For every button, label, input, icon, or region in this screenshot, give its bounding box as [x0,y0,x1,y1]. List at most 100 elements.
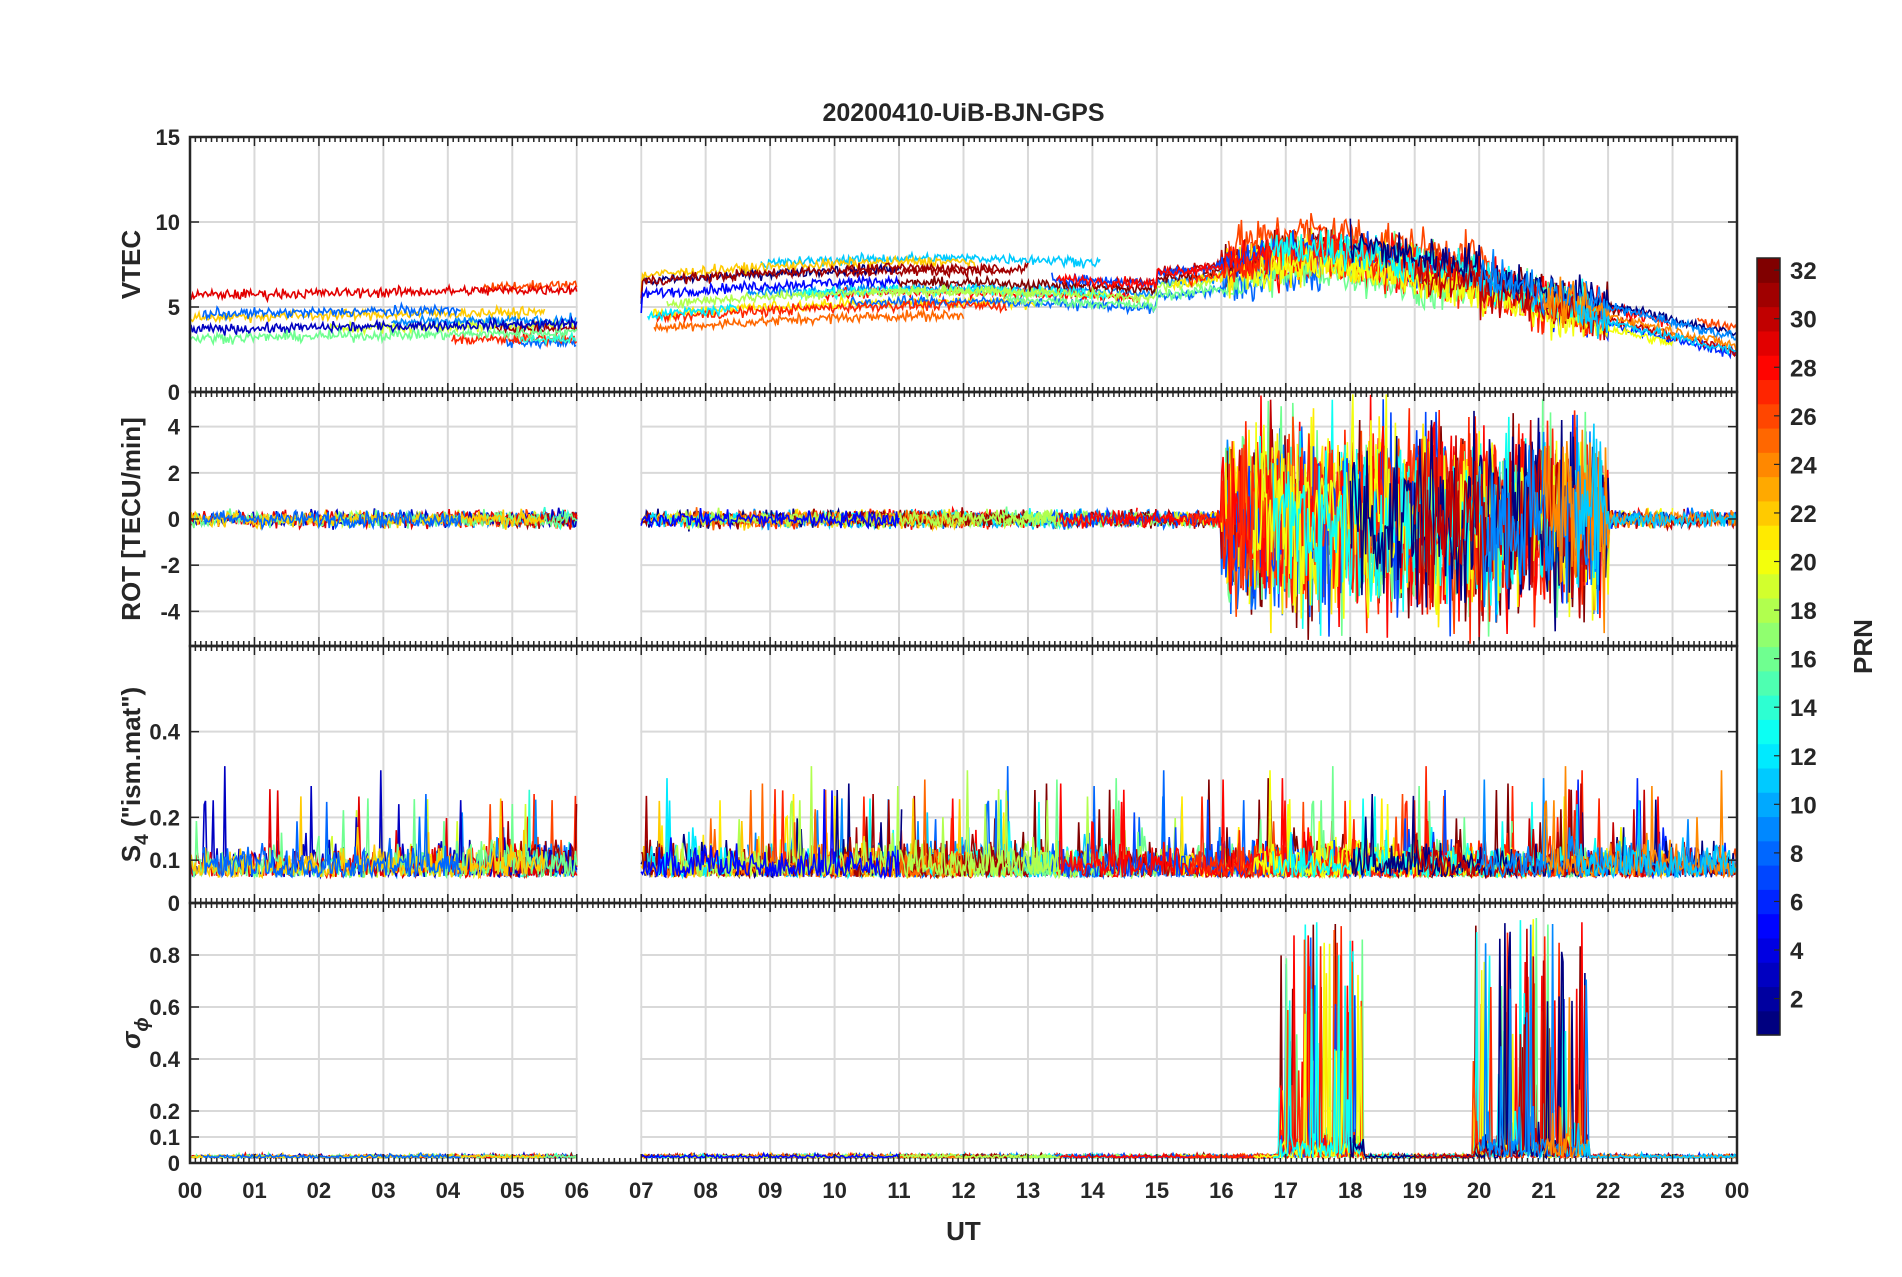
series-prn-11 [1575,423,1737,588]
colorbar-segment [1757,792,1780,818]
colorbar-tick-label: 32 [1790,258,1817,285]
series-prn-20 [1252,246,1674,347]
colorbar-tick-label: 10 [1790,792,1817,819]
panel-vtec-series [190,212,1737,360]
y-tick-label: 15 [156,125,180,150]
x-tick-label: 12 [951,1178,975,1203]
y-tick-label: 0.1 [149,1125,180,1150]
series-prn-11 [1575,300,1737,357]
colorbar-tick-label: 8 [1790,841,1803,868]
x-tick-label: 10 [822,1178,846,1203]
series-prn-11 [1575,1123,1737,1160]
colorbar-tick-label: 4 [1790,938,1804,965]
series-prn-8 [850,937,1322,1160]
x-tick-label: 21 [1531,1178,1555,1203]
colorbar-segment [1757,306,1780,332]
series-prn-28 [1056,935,1464,1161]
y-tick-label: 5 [168,295,180,320]
colorbar-segment [1757,355,1780,381]
colorbar-segment [1757,330,1780,356]
y-tick-label: -2 [160,553,180,578]
y-tick-label: 0.4 [149,1047,180,1072]
series-prn-12 [646,778,739,880]
series-prn-18 [666,766,1061,880]
colorbar-segment [1757,597,1780,623]
colorbar-segment [1757,500,1780,526]
series-prn-22 [190,508,546,530]
series-prn-8 [849,245,1322,316]
x-tick-label: 03 [371,1178,395,1203]
colorbar-segment [1757,670,1780,696]
x-tick-label: 06 [565,1178,589,1203]
series-prn-8 [202,508,462,532]
y-tick-label: 0.4 [149,720,180,745]
series-prn-5 [640,508,900,531]
x-tick-label: 02 [307,1178,331,1203]
series-prn-7 [1051,985,1452,1160]
colorbar-tick-label: 2 [1790,987,1803,1014]
x-tick-label: 13 [1016,1178,1040,1203]
colorbar-segment [1757,865,1780,890]
colorbar-tick-label: 28 [1790,355,1817,382]
x-tick-label: 18 [1338,1178,1362,1203]
series-prn-8 [202,1151,461,1160]
series-prn-24 [1542,276,1737,350]
colorbar-frame [1756,257,1781,1036]
colorbar-segment [1757,379,1780,405]
colorbar-tick-label: 6 [1790,889,1803,916]
colorbar-label: PRN [1848,619,1878,674]
colorbar-segment [1757,282,1780,308]
colorbar-tick-label: 30 [1790,307,1817,334]
series-prn-5 [640,273,900,314]
chart-title: 20200410-UiB-BJN-GPS [822,99,1104,127]
data-gap [577,905,641,1161]
panel-s4-series [190,766,1737,880]
colorbar-segment [1757,646,1780,672]
series-prn-18 [869,274,1213,304]
colorbar-tick-label: 24 [1790,452,1817,479]
y-tick-label: -4 [160,599,180,624]
panel-rot-series [190,394,1737,644]
series-prn-11 [1575,800,1737,880]
series-prn-9 [747,439,1235,561]
y-axis-label-sigma: σϕ [116,1017,153,1049]
series-prn-28 [1056,227,1464,290]
series-prn-25 [653,307,965,334]
colorbar-segment [1757,549,1780,575]
colorbar-segment [1757,573,1780,599]
x-tick-label: 00 [178,1178,202,1203]
series-prn-5 [640,789,900,880]
x-tick-label: 04 [436,1178,461,1203]
x-tick-label: 11 [887,1178,910,1203]
series-prn-8 [202,301,461,322]
series-prn-13 [1272,229,1609,324]
y-axis-label-s4: S4 ("ism.mat") [116,687,153,862]
series-prn-12 [646,301,739,322]
colorbar-segment [1757,767,1780,793]
y-tick-label: 0 [168,507,180,532]
y-tick-label: 0 [168,380,180,405]
colorbar-tick-label: 14 [1790,695,1817,722]
colorbar-segment [1757,962,1780,988]
x-tick-label: 05 [500,1178,524,1203]
x-axis-label: UT [946,1216,981,1246]
x-tick-label: 19 [1402,1178,1426,1203]
colorbar-segment [1757,913,1780,939]
y-tick-label: 4 [168,415,181,440]
colorbar-segment [1757,840,1780,866]
series-prn-8 [202,793,462,880]
colorbar-tick-label: 18 [1790,598,1817,625]
colorbar-segment [1757,937,1780,963]
x-tick-label: 01 [242,1178,266,1203]
x-tick-label: 20 [1467,1178,1491,1203]
series-prn-13 [796,282,1107,302]
x-tick-label: 16 [1209,1178,1233,1203]
y-tick-label: 0.6 [149,995,180,1020]
colorbar-tick-label: 20 [1790,550,1817,577]
y-tick-label: 10 [156,210,180,235]
colorbar-tick-label: 26 [1790,404,1817,431]
x-tick-label: 08 [693,1178,717,1203]
series-prn-27 [655,299,1008,324]
